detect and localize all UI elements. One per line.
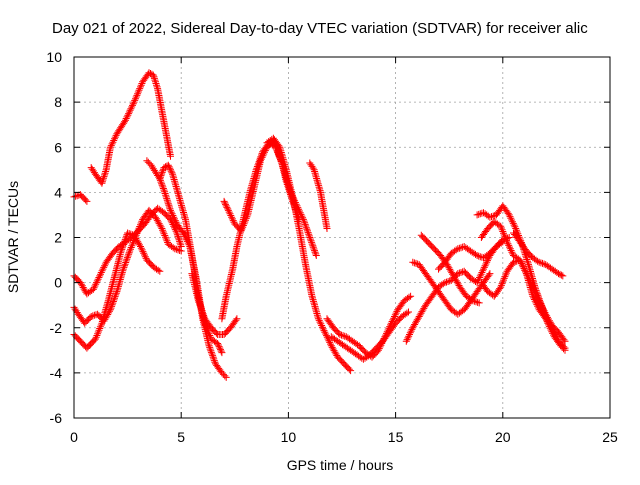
data-series — [327, 308, 412, 363]
data-series — [218, 139, 290, 323]
data-point-markers — [70, 191, 91, 205]
data-layer — [70, 69, 569, 381]
data-series — [306, 159, 331, 232]
data-point-markers — [218, 139, 290, 323]
data-point-markers — [327, 308, 412, 363]
y-tick-label: -2 — [50, 320, 63, 336]
y-tick-label: 0 — [54, 275, 62, 291]
data-point-markers — [70, 206, 185, 327]
x-axis-label: GPS time / hours — [287, 457, 394, 473]
data-point-markers — [87, 69, 174, 187]
data-point-markers — [435, 234, 513, 273]
data-series — [263, 134, 355, 375]
data-series — [510, 229, 567, 280]
data-series — [435, 234, 513, 273]
x-tick-label: 5 — [177, 429, 185, 445]
x-tick-label: 10 — [281, 429, 297, 445]
x-tick-label: 0 — [70, 429, 78, 445]
y-axis-label: SDTVAR / TECUs — [5, 181, 21, 293]
y-tick-label: 2 — [54, 230, 62, 246]
data-series — [70, 206, 185, 327]
x-tick-label: 15 — [388, 429, 404, 445]
axis-layer: 0 5 10 15 20 25 -6 -4 -2 0 2 4 6 8 10 — [46, 49, 618, 445]
data-series — [274, 148, 320, 259]
x-tick-label: 25 — [602, 429, 618, 445]
data-series — [477, 256, 569, 352]
data-point-markers — [263, 134, 355, 375]
data-series — [156, 161, 226, 357]
y-tick-label: 8 — [54, 94, 62, 110]
data-point-markers — [274, 148, 320, 259]
data-point-markers — [417, 231, 483, 307]
data-series — [70, 191, 91, 205]
data-point-markers — [306, 159, 331, 232]
y-tick-label: -6 — [50, 410, 63, 426]
chart-title: Day 021 of 2022, Sidereal Day-to-day VTE… — [52, 20, 588, 37]
data-point-markers — [510, 229, 567, 280]
data-series — [87, 69, 174, 187]
y-tick-label: 4 — [54, 184, 62, 200]
y-tick-label: -4 — [50, 365, 63, 381]
x-tick-label: 20 — [495, 429, 511, 445]
data-series — [417, 231, 483, 307]
y-tick-label: 10 — [46, 49, 62, 65]
data-series — [188, 270, 241, 338]
data-point-markers — [188, 270, 241, 338]
data-point-markers — [477, 256, 569, 352]
data-point-markers — [156, 161, 226, 357]
y-tick-label: 6 — [54, 139, 62, 155]
